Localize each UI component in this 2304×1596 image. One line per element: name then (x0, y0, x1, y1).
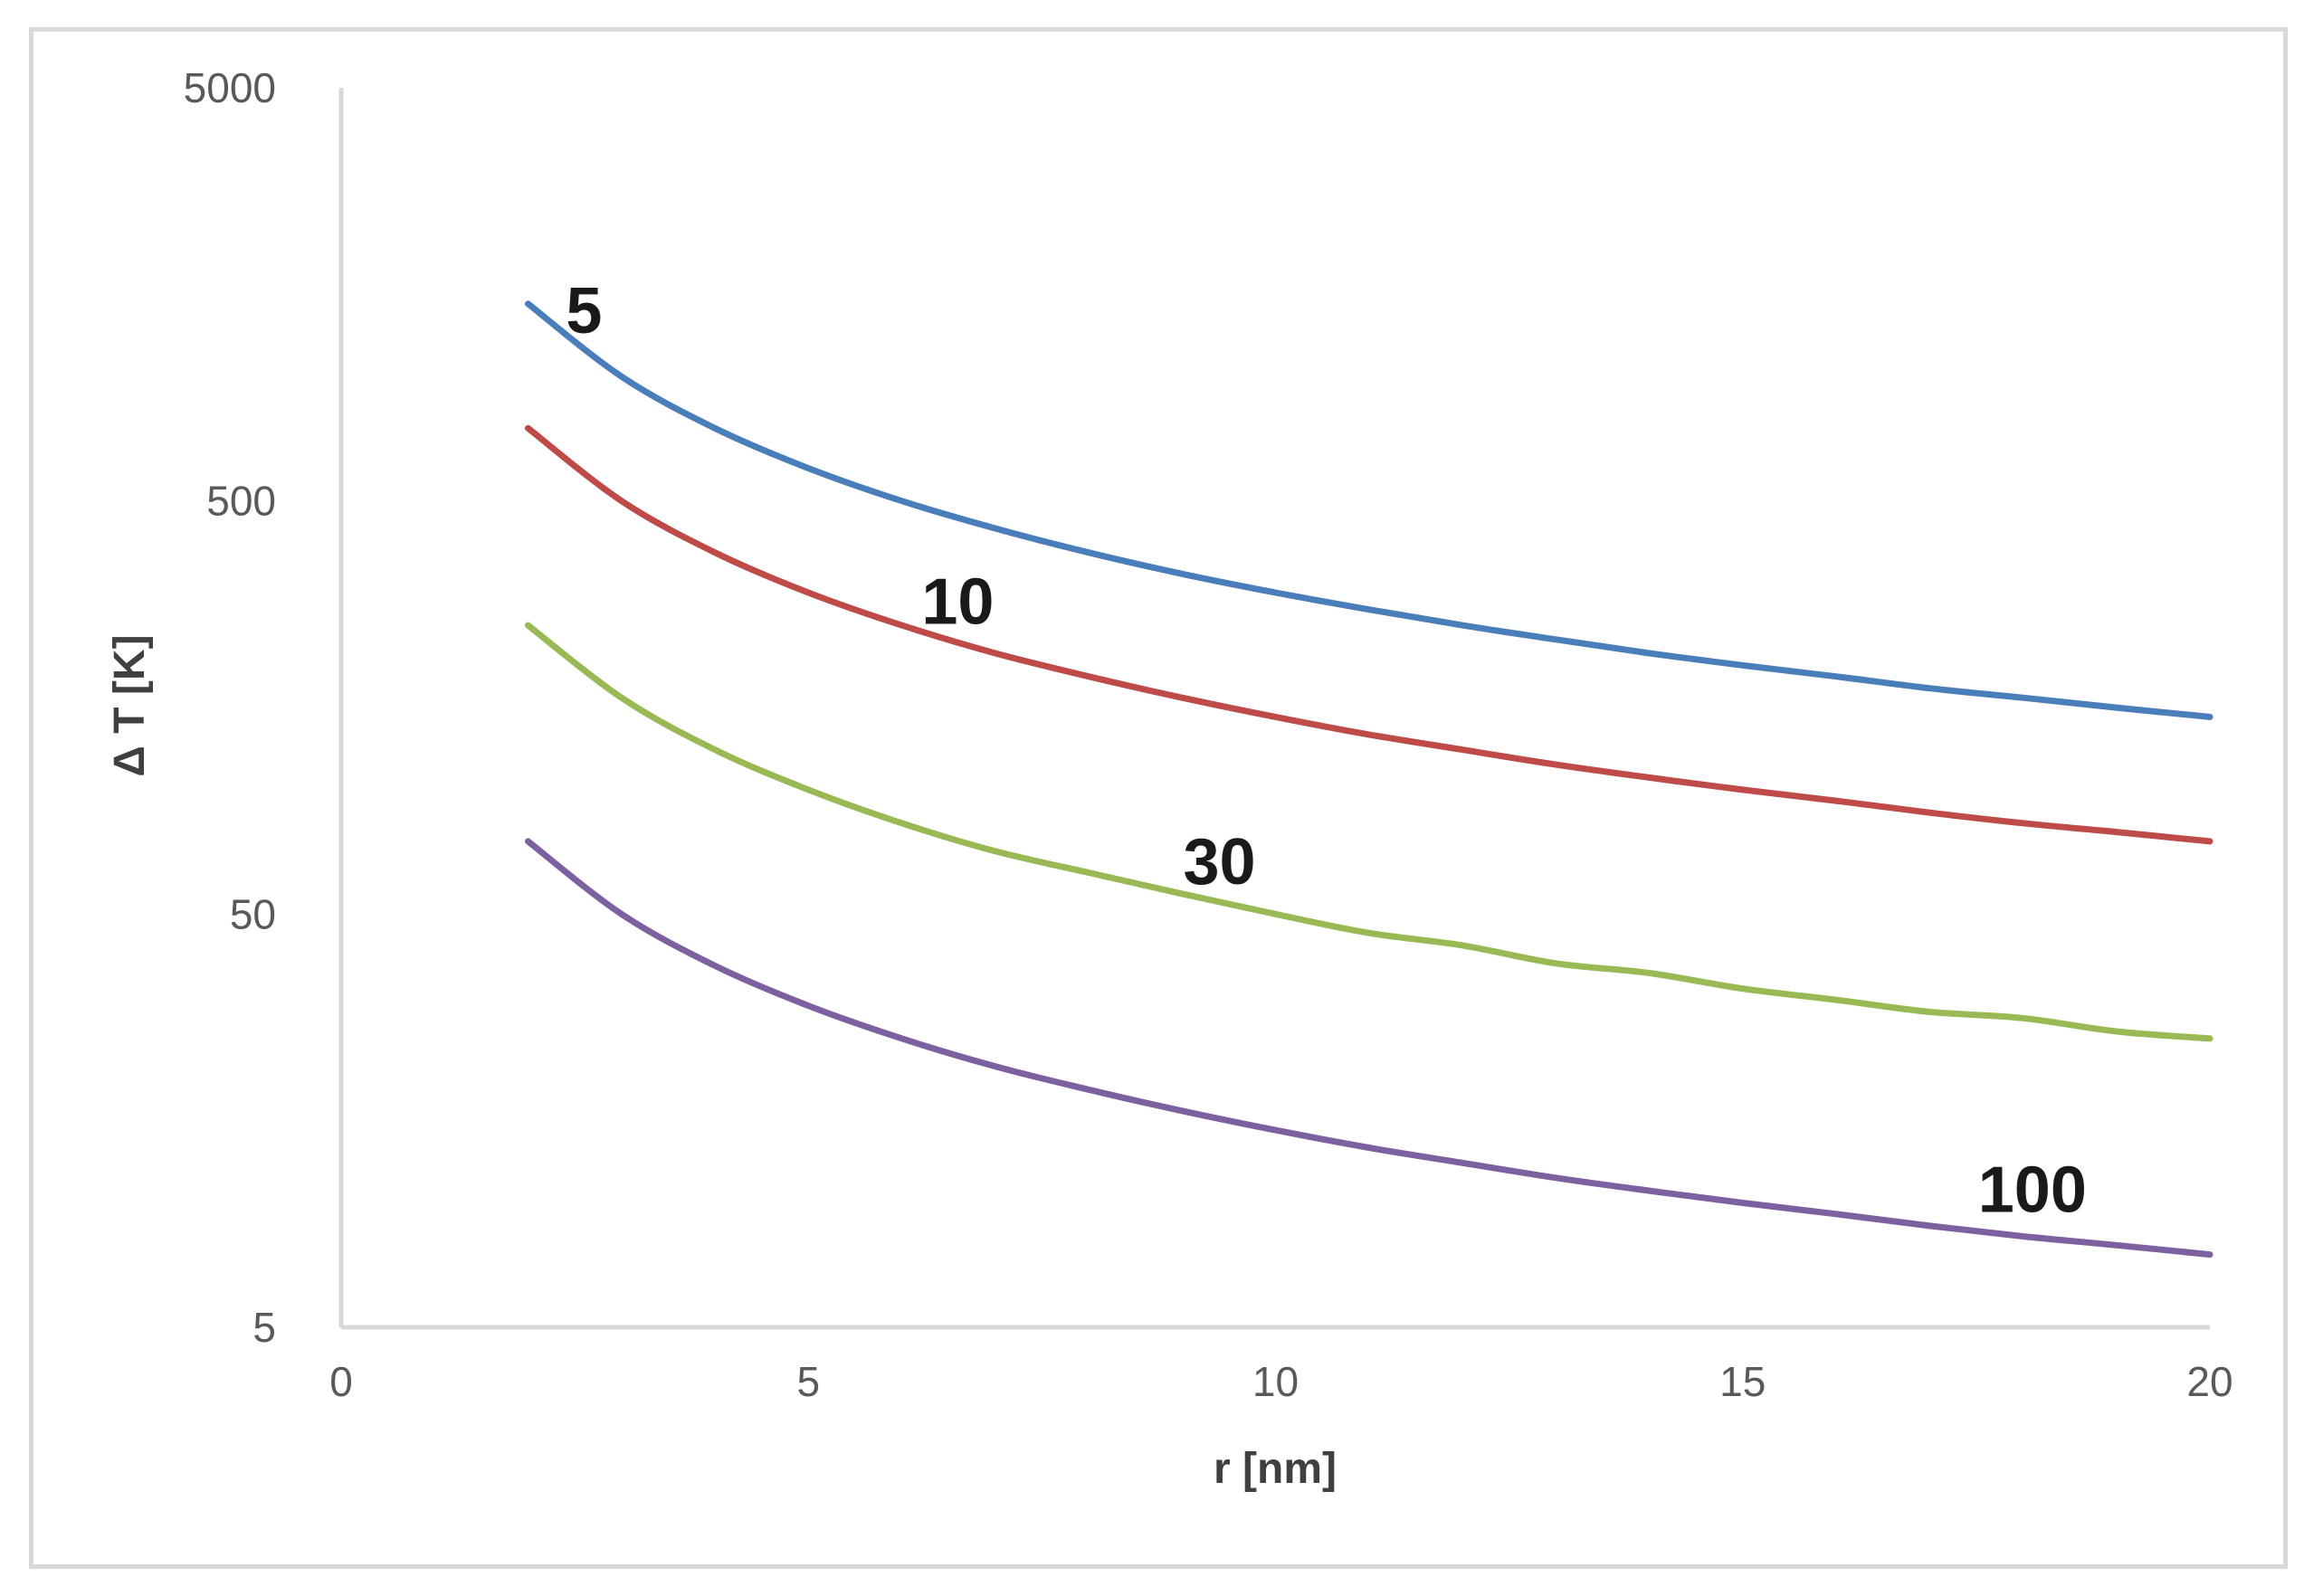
y-tick-label: 5000 (184, 64, 276, 111)
series-label-10: 10 (921, 566, 994, 639)
y-tick-label: 5 (252, 1304, 276, 1351)
chart-svg: 5 50 500 5000 0 5 10 15 20 5 10 30 100 r [nm] Δ T … (106, 64, 2233, 1493)
series-line-30 (525, 622, 2214, 1042)
x-tick-label: 15 (1719, 1358, 1766, 1405)
series-label-30: 30 (1184, 826, 1256, 898)
x-tick-label: 5 (796, 1358, 820, 1405)
x-tick-labels: 0 5 10 15 20 (329, 1358, 2233, 1405)
series-label-5: 5 (566, 275, 602, 347)
x-tick-label: 20 (2186, 1358, 2233, 1405)
x-tick-label: 10 (1252, 1358, 1299, 1405)
y-tick-label: 500 (206, 478, 276, 525)
y-axis-title: Δ T [K] (106, 634, 154, 776)
series-line-5 (525, 300, 2214, 720)
chart-frame: 5 50 500 5000 0 5 10 15 20 5 10 30 100 r [nm] Δ T … (29, 27, 2288, 1569)
series-lines (525, 300, 2214, 1259)
series-line-100 (525, 838, 2214, 1259)
y-tick-labels: 5 50 500 5000 (184, 64, 276, 1351)
y-tick-label: 50 (230, 890, 276, 937)
x-tick-label: 0 (329, 1358, 353, 1405)
series-label-100: 100 (1978, 1154, 2087, 1226)
series-line-10 (525, 424, 2214, 845)
x-axis-title: r [nm] (1214, 1445, 1337, 1493)
series-labels: 5 10 30 100 (566, 275, 2086, 1226)
